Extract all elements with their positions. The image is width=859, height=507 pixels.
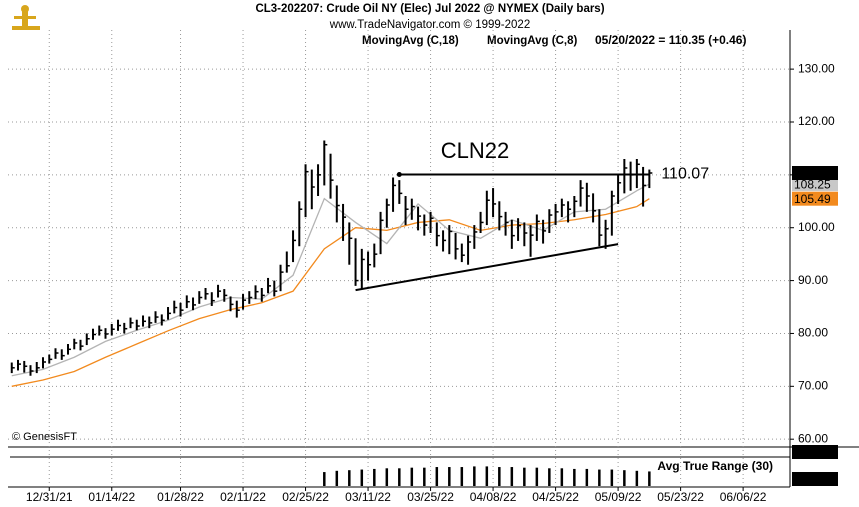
x-tick-label: 01/28/22 (157, 490, 204, 504)
y-tick-label: 100.00 (798, 220, 835, 234)
logo (12, 5, 40, 30)
x-tick-label: 12/31/21 (26, 490, 73, 504)
x-tick-label: 05/09/22 (595, 490, 642, 504)
x-tick-label: 03/25/22 (407, 490, 454, 504)
indicator-tick-label: 9.1889 (794, 445, 831, 459)
status: 05/20/2022 = 110.35 (+0.46) (595, 33, 746, 47)
legend-entry: MovingAvg (C,18) (362, 35, 459, 47)
x-tick-label: 06/06/22 (720, 490, 767, 504)
x-tick-label: 04/25/22 (532, 490, 579, 504)
copyright: © GenesisFT (12, 431, 77, 443)
value-tag (792, 191, 838, 206)
y-tick-label: 70.00 (798, 378, 828, 392)
value-tag (792, 166, 838, 181)
legend-entry: MovingAvg (C,8) (487, 35, 577, 47)
trend-point (396, 171, 402, 177)
trend-label: 110.07 (661, 166, 709, 183)
x-tick-label: 02/25/22 (282, 490, 329, 504)
value-tag-label: 110.35 (794, 166, 830, 180)
y-tick-label: 80.00 (798, 326, 828, 340)
value-tag-label: 108.25 (794, 177, 831, 191)
y-tick-label: 120.00 (798, 114, 835, 128)
indicator-tag (792, 445, 838, 459)
x-tick-label: 02/11/22 (220, 490, 266, 504)
indicator-tick-label: 4.8993 (794, 472, 831, 486)
x-tick-label: 03/11/22 (345, 490, 391, 504)
moving-average (11, 183, 650, 377)
value-tag (792, 177, 838, 192)
chart-subtitle: www.TradeNavigator.com © 1999-2022 (329, 19, 530, 31)
x-tick-label: 05/23/22 (657, 490, 704, 504)
trend-line (355, 243, 619, 292)
y-tick-label: 90.00 (798, 273, 828, 287)
indicator-tag (792, 472, 838, 486)
chart-title: CL3-202207: Crude Oil NY (Elec) Jul 2022… (255, 3, 604, 15)
annotation: CLN22 (441, 138, 509, 163)
value-tag-label: 105.49 (794, 192, 831, 206)
y-tick-label: 130.00 (798, 61, 835, 75)
x-tick-label: 01/14/22 (88, 490, 135, 504)
indicator-name: Avg True Range (30) (657, 459, 773, 473)
x-tick-label: 04/08/22 (470, 490, 517, 504)
y-tick-label: 60.00 (798, 431, 828, 445)
